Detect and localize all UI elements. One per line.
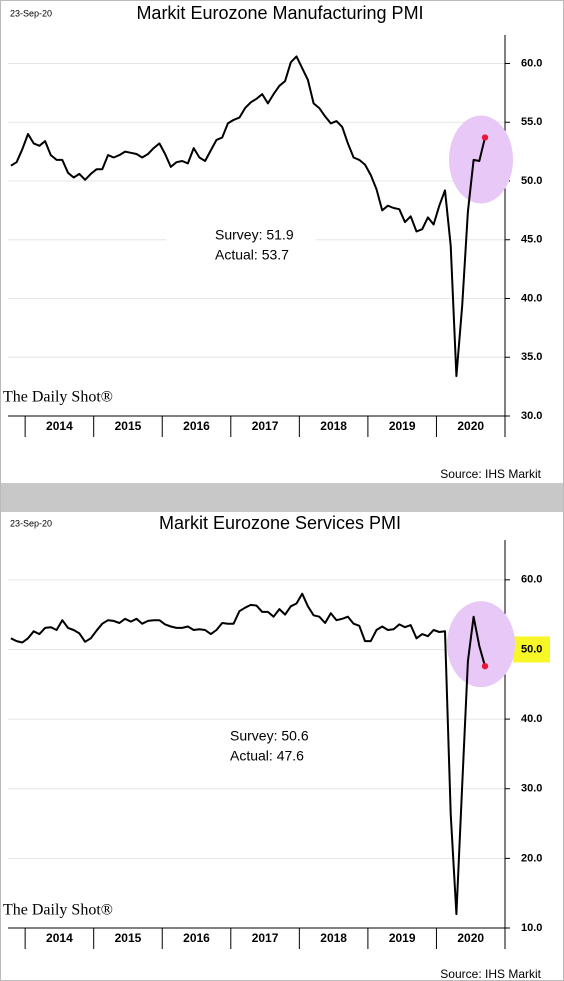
annotation-box xyxy=(166,723,316,769)
chart-title: Markit Eurozone Manufacturing PMI xyxy=(136,3,423,23)
x-tick-label: 2019 xyxy=(389,931,416,945)
highlight-ellipse xyxy=(447,601,516,688)
annotation: Actual: 53.7 xyxy=(215,247,289,263)
y-tick-label: 30.0 xyxy=(521,410,542,422)
x-tick-label: 2016 xyxy=(183,419,210,433)
source: Source: IHS Markit xyxy=(440,967,541,981)
separator xyxy=(0,483,564,512)
latest-point xyxy=(481,662,489,670)
y-tick-label: 20.0 xyxy=(521,852,542,864)
x-tick-label: 2018 xyxy=(320,931,347,945)
watermark: The Daily Shot® xyxy=(3,389,113,406)
x-tick-label: 2015 xyxy=(115,931,142,945)
x-tick-label: 2016 xyxy=(183,931,210,945)
highlight-ellipse xyxy=(449,115,514,204)
annotation: Survey: 50.6 xyxy=(230,728,309,744)
x-tick-label: 2020 xyxy=(457,931,484,945)
annotation-box xyxy=(166,222,316,268)
x-tick-label: 2017 xyxy=(252,931,279,945)
pmi-line xyxy=(10,55,486,378)
chart-title: Markit Eurozone Services PMI xyxy=(159,513,401,533)
x-tick-label: 2017 xyxy=(252,419,279,433)
date-label: 23-Sep-20 xyxy=(10,8,52,18)
pmi-line xyxy=(10,592,486,916)
watermark: The Daily Shot® xyxy=(3,902,113,919)
y-tick-label: 45.0 xyxy=(521,234,542,246)
x-tick-label: 2018 xyxy=(320,419,347,433)
latest-point xyxy=(481,134,489,141)
y-tick-label: 50.0 xyxy=(521,643,542,655)
x-tick-label: 2015 xyxy=(115,419,142,433)
x-tick-label: 2014 xyxy=(46,931,73,945)
x-tick-label: 2019 xyxy=(389,419,416,433)
x-tick-label: 2020 xyxy=(457,419,484,433)
x-tick-label: 2014 xyxy=(46,419,73,433)
annotation: Survey: 51.9 xyxy=(215,227,294,243)
y-tick-label: 10.0 xyxy=(521,922,542,934)
y-tick-label: 30.0 xyxy=(521,783,542,795)
y-tick-label: 40.0 xyxy=(521,292,542,304)
date-label: 23-Sep-20 xyxy=(10,518,52,528)
y-tick-label: 60.0 xyxy=(521,574,542,586)
y-tick-label: 35.0 xyxy=(521,351,542,363)
annotation: Actual: 47.6 xyxy=(230,748,304,764)
source: Source: IHS Markit xyxy=(440,467,541,481)
y-tick-label: 50.0 xyxy=(521,175,542,187)
tick-highlight xyxy=(513,636,550,663)
y-tick-label: 60.0 xyxy=(521,57,542,69)
y-tick-label: 40.0 xyxy=(521,713,542,725)
y-tick-label: 55.0 xyxy=(521,116,542,128)
